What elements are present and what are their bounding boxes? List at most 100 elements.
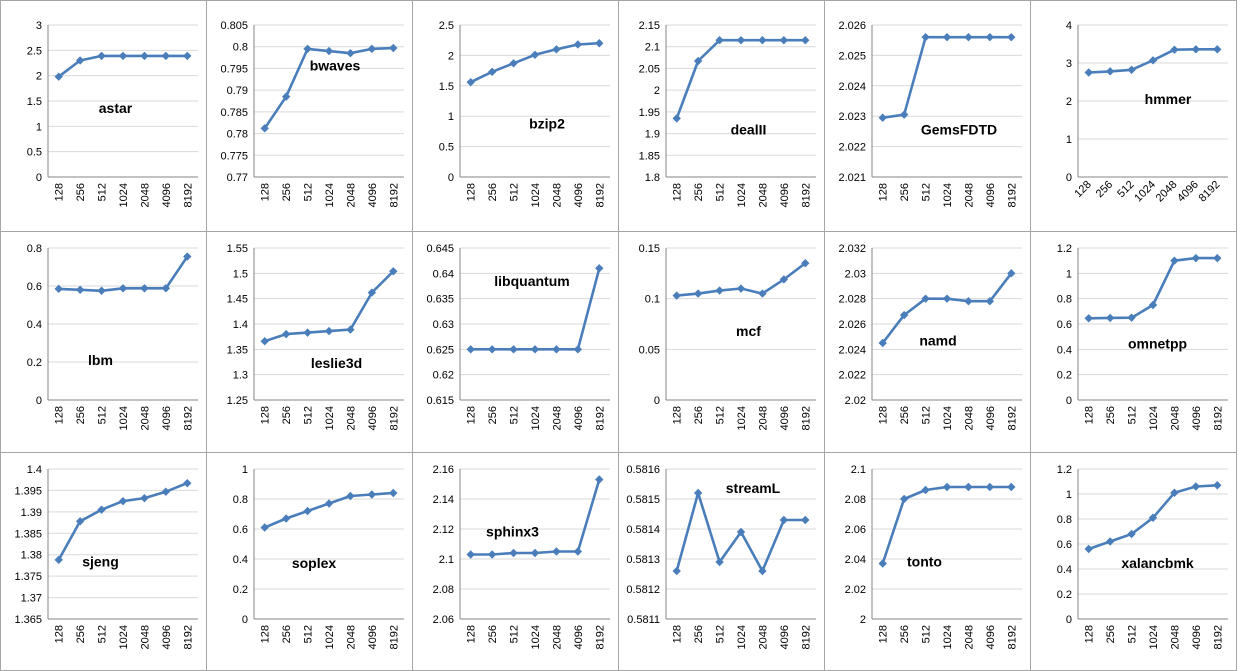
x-tick-label: 8192 <box>1212 406 1224 430</box>
y-tick-label: 0.4 <box>1057 344 1072 356</box>
y-tick-label: 0.5816 <box>626 464 660 476</box>
y-tick-label: 1.55 <box>227 243 248 255</box>
data-point-marker <box>281 329 291 339</box>
data-point-marker <box>1084 314 1093 323</box>
x-tick-label: 8192 <box>388 183 400 207</box>
data-point-marker <box>303 44 312 54</box>
x-tick-label: 8192 <box>800 625 812 649</box>
x-tick-label: 2048 <box>1169 625 1181 649</box>
data-point-marker <box>736 284 746 293</box>
data-point-marker <box>715 286 724 295</box>
x-tick-label: 1024 <box>324 183 336 207</box>
data-point-marker <box>1105 67 1115 76</box>
x-tick-label: 1024 <box>530 183 542 207</box>
x-tick-label: 256 <box>693 406 705 424</box>
data-point-marker <box>964 32 973 42</box>
line-chart: 2.06 2.08 2.1 2.12 2.14 2.16 128 256 512 1024 2048… <box>433 464 610 649</box>
data-point-marker <box>985 297 995 306</box>
x-tick-label: 512 <box>509 183 521 201</box>
data-point-marker <box>878 113 887 122</box>
chart-title: xalancbmk <box>1121 555 1194 571</box>
data-point-marker <box>466 77 475 87</box>
y-tick-label: 2.08 <box>845 494 866 506</box>
data-point-marker <box>487 550 497 559</box>
x-tick-label: 1024 <box>942 625 954 649</box>
x-tick-label: 4096 <box>985 406 997 430</box>
data-point-marker <box>715 36 724 45</box>
x-tick-label: 512 <box>715 406 727 424</box>
data-point-marker <box>1007 482 1016 492</box>
data-point-marker <box>573 547 583 556</box>
y-tick-label: 1.5 <box>439 81 454 93</box>
y-tick-label: 0.6 <box>233 524 248 536</box>
line-chart: 1.25 1.3 1.35 1.4 1.45 1.5 1.55 128 256 512 1024 20… <box>227 243 404 430</box>
x-tick-label: 2048 <box>757 183 769 207</box>
y-tick-label: 1.38 <box>21 550 42 562</box>
x-tick-label: 8192 <box>182 406 194 430</box>
chart-title: tonto <box>907 554 942 570</box>
y-tick-label: 0.5814 <box>626 524 660 536</box>
chart-panel-lbm: 0 0.2 0.4 0.6 0.8 128 256 512 1024 2048 4096 8192 lb… <box>0 231 207 453</box>
x-tick-label: 1024 <box>530 406 542 430</box>
data-point-marker <box>801 36 810 45</box>
x-tick-label: 128 <box>466 183 478 201</box>
y-tick-label: 1.4 <box>233 319 248 331</box>
series-line <box>264 491 394 529</box>
data-point-marker <box>54 72 63 81</box>
y-tick-label: 1.365 <box>14 614 42 626</box>
x-tick-label: 128 <box>878 625 890 643</box>
data-point-marker <box>595 264 604 273</box>
data-point-marker <box>346 325 355 334</box>
x-tick-label: 512 <box>921 183 933 201</box>
line-chart: 0 0.2 0.4 0.6 0.8 128 256 512 1024 2048 4096 8192 lb… <box>27 243 198 430</box>
y-tick-label: 0.645 <box>426 243 454 255</box>
data-point-marker <box>161 487 171 496</box>
data-point-marker <box>779 36 789 45</box>
y-tick-label: 1 <box>448 111 454 123</box>
y-tick-label: 0.8 <box>27 243 42 255</box>
x-tick-label: 1024 <box>942 406 954 430</box>
chart-title: namd <box>919 332 956 348</box>
y-tick-label: 1.5 <box>27 96 42 108</box>
data-point-marker <box>75 285 85 294</box>
y-tick-label: 1.395 <box>14 485 42 497</box>
x-tick-label: 1024 <box>324 625 336 649</box>
x-tick-label: 8192 <box>388 625 400 649</box>
y-tick-label: 0.05 <box>639 344 660 356</box>
chart-panel-xalancbmk: 0 0.2 0.4 0.6 0.8 1 1.2 128 256 512 1024 2048 4096 81… <box>1030 452 1237 671</box>
y-tick-label: 2.04 <box>845 554 866 566</box>
y-tick-label: 0.8 <box>233 494 248 506</box>
y-tick-label: 0.5811 <box>627 614 660 626</box>
y-tick-label: 0.6 <box>1057 539 1072 551</box>
y-tick-label: 2.06 <box>845 524 866 536</box>
x-tick-label: 4096 <box>985 183 997 207</box>
x-tick-label: 128 <box>878 183 890 201</box>
chart-title: bzip2 <box>529 115 565 131</box>
chart-title: leslie3d <box>311 355 362 371</box>
y-tick-label: 3 <box>36 20 42 32</box>
chart-title: omnetpp <box>1128 335 1187 351</box>
x-tick-label: 512 <box>303 406 315 424</box>
x-tick-label: 4096 <box>367 406 379 430</box>
x-tick-label: 1024 <box>118 183 130 207</box>
chart-panel-hmmer: 0 1 2 3 4 128 256 512 1024 2048 4096 8192 hmmer <box>1030 0 1237 232</box>
x-tick-label: 128 <box>1072 179 1093 200</box>
x-tick-label: 128 <box>466 625 478 643</box>
x-tick-label: 256 <box>75 625 87 643</box>
y-tick-label: 2.15 <box>639 20 660 32</box>
chart-panel-sjeng: 1.365 1.37 1.375 1.38 1.385 1.39 1.395 1.4 128 25… <box>0 452 207 671</box>
data-point-marker <box>260 523 269 532</box>
data-point-marker <box>140 284 149 293</box>
series-line <box>675 38 806 119</box>
data-point-marker <box>281 92 291 101</box>
x-tick-label: 512 <box>921 406 933 424</box>
data-point-marker <box>736 527 746 537</box>
x-tick-label: 4096 <box>779 406 791 430</box>
data-point-marker <box>1127 529 1136 539</box>
chart-panel-bwaves: 0.77 0.775 0.78 0.785 0.79 0.795 0.8 0.805 128 25… <box>206 0 413 232</box>
x-tick-label: 256 <box>75 183 87 201</box>
x-tick-label: 4096 <box>985 625 997 649</box>
y-tick-label: 0.5815 <box>626 494 660 506</box>
data-point-marker <box>118 51 128 61</box>
y-tick-label: 0.4 <box>233 554 248 566</box>
